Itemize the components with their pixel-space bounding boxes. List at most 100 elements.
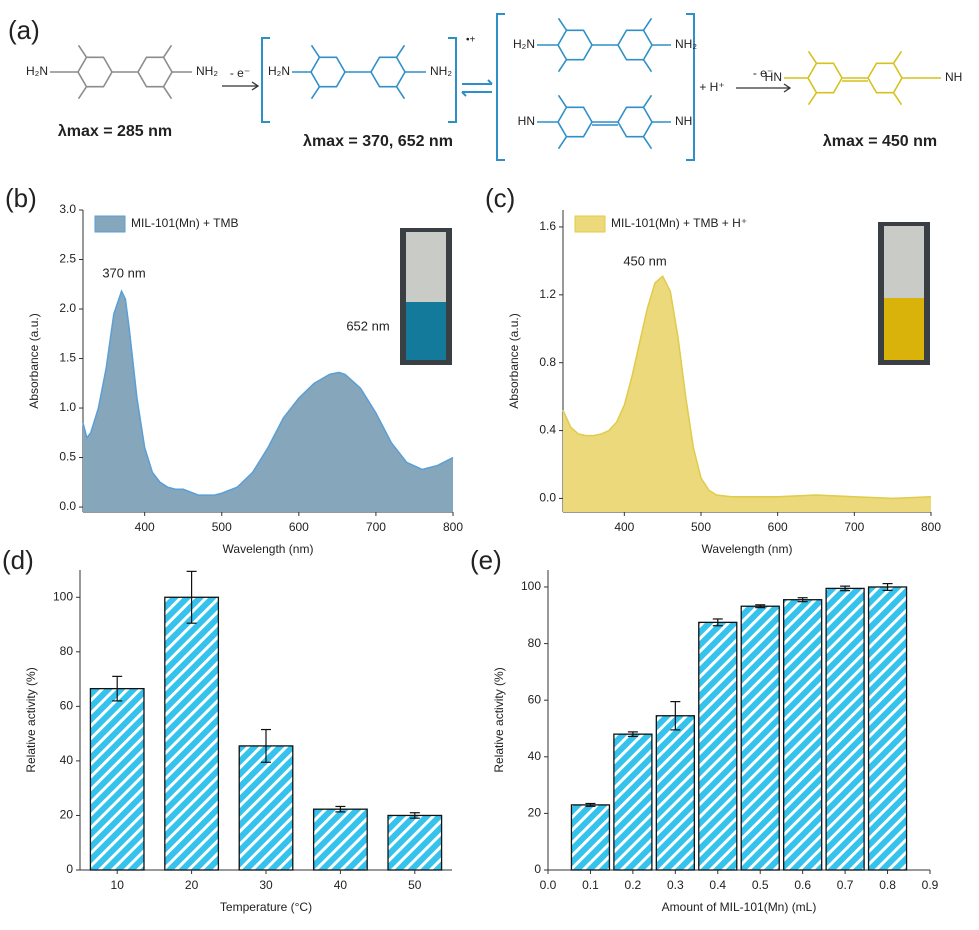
bar bbox=[740, 605, 780, 871]
molecule bbox=[292, 44, 426, 100]
y-tick-label: 0.8 bbox=[539, 355, 556, 369]
bar bbox=[825, 587, 865, 871]
annotation: 652 nm bbox=[346, 318, 389, 333]
methyl bbox=[395, 44, 406, 58]
lambda-caption: λmax = 370, 652 nm bbox=[303, 133, 453, 150]
error-bar bbox=[112, 675, 123, 702]
error-bar bbox=[186, 570, 197, 624]
arrow-label: - e⁻ bbox=[230, 66, 250, 80]
y-tick-label: 1.0 bbox=[59, 400, 76, 414]
x-axis-label: Wavelength (nm) bbox=[702, 542, 793, 556]
y-tick-label: 40 bbox=[528, 749, 542, 763]
error-bar bbox=[670, 701, 681, 731]
x-tick-label: 500 bbox=[212, 520, 232, 534]
methyl bbox=[807, 92, 818, 106]
x-tick-label: 0.2 bbox=[625, 878, 642, 892]
bar bbox=[613, 733, 653, 871]
y-tick-label: 0.0 bbox=[59, 499, 76, 513]
error-bar bbox=[755, 604, 766, 609]
ring bbox=[137, 56, 173, 88]
error-bar bbox=[409, 812, 420, 819]
x-tick-label: 400 bbox=[614, 520, 634, 534]
group-label: NH₂ bbox=[675, 37, 697, 51]
methyl bbox=[642, 17, 653, 31]
bar bbox=[89, 687, 145, 871]
x-tick-label: 0.9 bbox=[922, 878, 939, 892]
x-tick-label: 800 bbox=[921, 520, 941, 534]
methyl bbox=[557, 17, 568, 31]
methyl bbox=[892, 50, 903, 64]
x-tick-label: 0.8 bbox=[879, 878, 896, 892]
panel-label: (c) bbox=[485, 183, 515, 213]
ring bbox=[557, 29, 593, 61]
ring bbox=[310, 56, 346, 88]
group-label: HN bbox=[518, 114, 535, 128]
y-tick-label: 20 bbox=[60, 808, 74, 822]
x-tick-label: 400 bbox=[135, 520, 155, 534]
line bbox=[82, 289, 454, 496]
x-tick-label: 0.5 bbox=[752, 878, 769, 892]
inset-photo bbox=[878, 222, 930, 365]
legend-label: MIL-101(Mn) + TMB + H⁺ bbox=[611, 216, 747, 230]
y-tick-label: 60 bbox=[60, 699, 74, 713]
methyl bbox=[77, 44, 88, 58]
methyl bbox=[162, 44, 173, 58]
y-tick-label: 2.0 bbox=[59, 301, 76, 315]
ring bbox=[557, 106, 593, 138]
x-tick-label: 800 bbox=[443, 520, 463, 534]
x-tick-label: 700 bbox=[366, 520, 386, 534]
ring bbox=[370, 56, 406, 88]
group-label: NH₂ bbox=[430, 64, 452, 78]
x-tick-label: 50 bbox=[408, 878, 422, 892]
methyl bbox=[310, 86, 321, 100]
group-label: H₂N bbox=[26, 64, 48, 78]
methyl bbox=[162, 86, 173, 100]
brackets bbox=[261, 13, 695, 161]
bar bbox=[867, 586, 908, 871]
y-tick-label: 80 bbox=[528, 636, 542, 650]
x-axis-label: Wavelength (nm) bbox=[223, 542, 314, 556]
y-axis-label: Absorbance (a.u.) bbox=[507, 313, 521, 408]
methyl bbox=[642, 59, 653, 73]
x-tick-label: 700 bbox=[844, 520, 864, 534]
bar bbox=[238, 745, 294, 871]
arrow-label: - e⁻ bbox=[753, 66, 773, 80]
y-axis-label: Absorbance (a.u.) bbox=[27, 313, 41, 408]
panel-label: (a) bbox=[8, 15, 40, 45]
ring bbox=[617, 29, 653, 61]
ring bbox=[617, 106, 653, 138]
molecule bbox=[784, 50, 941, 106]
panel-label: (d) bbox=[2, 545, 34, 575]
x-tick-label: 20 bbox=[185, 878, 199, 892]
error-bar bbox=[261, 728, 271, 763]
x-tick-label: 10 bbox=[111, 878, 125, 892]
x-tick-label: 30 bbox=[259, 878, 273, 892]
y-tick-label: 20 bbox=[528, 806, 542, 820]
bar bbox=[164, 596, 220, 871]
inset-photo bbox=[400, 228, 452, 365]
x-tick-label: 500 bbox=[691, 520, 711, 534]
legend-swatch bbox=[94, 215, 126, 233]
methyl bbox=[557, 59, 568, 73]
x-tick-label: 0.7 bbox=[837, 878, 854, 892]
x-tick-label: 0.4 bbox=[709, 878, 726, 892]
methyl bbox=[892, 92, 903, 106]
y-tick-label: 0.4 bbox=[539, 423, 556, 437]
x-tick-label: 0.6 bbox=[794, 878, 811, 892]
ring bbox=[867, 62, 903, 94]
y-tick-label: 0.0 bbox=[539, 491, 556, 505]
y-axis-label: Relative activity (%) bbox=[24, 667, 38, 772]
bar bbox=[387, 814, 443, 871]
lambda-caption: λmax = 450 nm bbox=[823, 133, 937, 150]
y-axis-label: Relative activity (%) bbox=[492, 667, 506, 772]
methyl bbox=[807, 50, 818, 64]
x-tick-label: 0.3 bbox=[667, 878, 684, 892]
molecule bbox=[537, 17, 671, 73]
y-tick-label: 1.5 bbox=[59, 351, 76, 365]
methyl bbox=[395, 86, 406, 100]
methyl bbox=[77, 86, 88, 100]
group-label: NH bbox=[675, 114, 692, 128]
y-tick-label: 60 bbox=[528, 692, 542, 706]
molecule bbox=[537, 94, 671, 150]
x-tick-label: 600 bbox=[289, 520, 309, 534]
